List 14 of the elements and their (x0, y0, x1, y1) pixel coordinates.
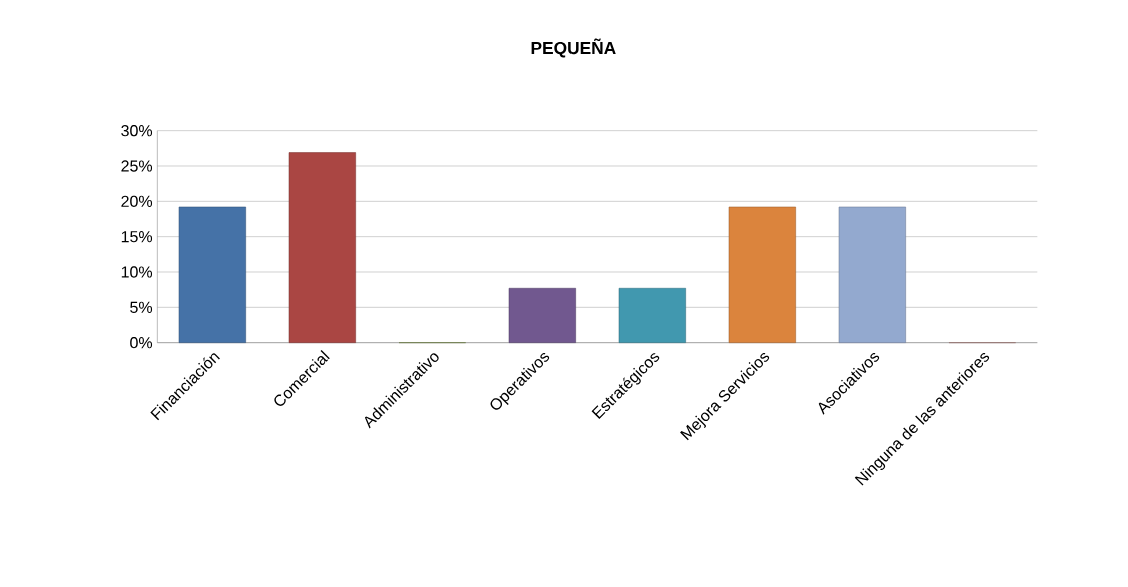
bar (618, 288, 686, 344)
bar (288, 152, 356, 344)
chart-title: PEQUEÑA (531, 38, 616, 58)
bar (838, 206, 906, 344)
bar (728, 206, 796, 344)
y-tick-label: 15% (121, 231, 153, 243)
y-tick-label: 5% (130, 301, 153, 314)
y-tick-label: 0% (130, 337, 153, 349)
bar (508, 288, 576, 344)
y-tick-label: 30% (121, 125, 153, 137)
y-tick-label: 10% (121, 266, 153, 278)
bar (178, 206, 246, 344)
y-tick-label: 20% (121, 195, 153, 208)
y-tick-label: 25% (121, 160, 153, 172)
